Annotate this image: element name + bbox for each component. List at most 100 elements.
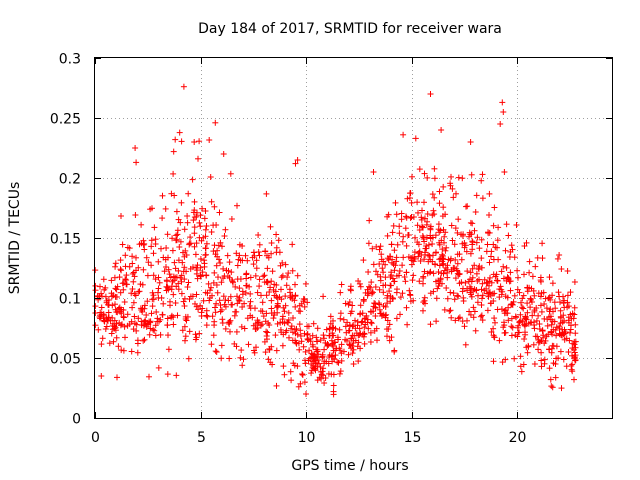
data-point: [145, 259, 152, 266]
data-point: [467, 250, 474, 257]
data-point: [229, 301, 236, 308]
data-point: [119, 321, 125, 328]
data-point: [338, 281, 345, 288]
data-point: [201, 215, 208, 222]
data-point: [455, 293, 462, 300]
data-point: [197, 223, 204, 230]
data-point: [404, 195, 411, 202]
data-point: [201, 257, 208, 264]
data-point: [422, 300, 428, 307]
data-point: [162, 205, 169, 212]
data-point: [478, 177, 485, 184]
data-point: [412, 234, 418, 241]
data-point: [247, 274, 254, 281]
data-point: [495, 224, 502, 231]
data-point: [131, 273, 138, 280]
data-point: [487, 289, 493, 296]
data-point: [129, 286, 136, 292]
data-point: [407, 215, 414, 221]
data-point: [250, 261, 257, 268]
data-point: [137, 281, 144, 288]
data-point: [152, 276, 159, 283]
data-point: [389, 229, 396, 236]
data-point: [439, 246, 446, 253]
data-point: [262, 318, 269, 325]
data-point: [524, 309, 531, 316]
data-point: [466, 229, 473, 236]
data-point: [297, 380, 304, 387]
data-point: [307, 335, 314, 342]
data-point: [213, 262, 220, 269]
data-point: [483, 248, 490, 255]
data-point: [129, 304, 136, 311]
data-point: [469, 265, 476, 272]
data-point: [190, 217, 197, 224]
data-point: [560, 356, 567, 363]
data-point: [177, 219, 184, 226]
data-point: [474, 234, 481, 241]
data-point: [525, 320, 532, 327]
data-point: [226, 274, 233, 281]
data-point: [155, 294, 162, 301]
data-point: [255, 249, 262, 255]
data-point: [276, 249, 283, 256]
data-point: [243, 270, 250, 277]
data-point: [222, 325, 229, 332]
data-point: [380, 303, 387, 309]
data-point: [324, 341, 331, 347]
data-point: [172, 265, 179, 272]
data-point: [276, 294, 283, 301]
data-point: [315, 351, 322, 358]
data-point: [193, 334, 200, 341]
data-point: [396, 268, 403, 274]
data-point: [155, 364, 162, 371]
data-point: [292, 281, 298, 288]
data-point: [441, 233, 448, 240]
data-point: [388, 269, 395, 276]
data-point: [293, 339, 299, 346]
data-point: [114, 374, 120, 381]
data-point: [469, 274, 476, 281]
data-point: [171, 259, 178, 266]
data-point: [176, 244, 183, 250]
data-point: [464, 268, 471, 275]
data-point: [518, 368, 525, 375]
data-point: [416, 278, 423, 285]
data-point: [210, 279, 217, 286]
data-point: [147, 325, 154, 332]
data-point: [340, 316, 347, 323]
data-point: [294, 272, 301, 279]
data-point: [350, 361, 357, 367]
data-point: [217, 260, 224, 266]
data-point: [256, 276, 263, 283]
data-point: [391, 348, 398, 355]
data-point: [388, 334, 395, 341]
data-point: [337, 368, 344, 375]
data-point: [253, 265, 260, 272]
data-point: [452, 256, 459, 263]
data-point: [305, 357, 312, 364]
data-point: [424, 174, 431, 181]
data-point: [173, 372, 180, 379]
data-point: [253, 257, 260, 264]
data-point: [304, 331, 311, 338]
data-point: [325, 370, 332, 377]
data-point: [386, 321, 393, 328]
data-point: [373, 268, 379, 275]
data-point: [264, 279, 271, 286]
data-point: [348, 308, 355, 315]
data-point: [198, 237, 205, 244]
data-point: [420, 275, 427, 281]
data-point: [484, 307, 491, 314]
data-point: [129, 260, 136, 267]
data-point: [263, 292, 270, 299]
data-point: [384, 232, 391, 239]
data-point: [211, 318, 218, 325]
data-point: [251, 349, 258, 356]
data-point: [277, 326, 284, 333]
data-point: [555, 289, 562, 296]
data-point: [393, 315, 400, 322]
data-point: [508, 242, 515, 249]
data-point: [187, 265, 194, 272]
data-point: [507, 287, 514, 294]
